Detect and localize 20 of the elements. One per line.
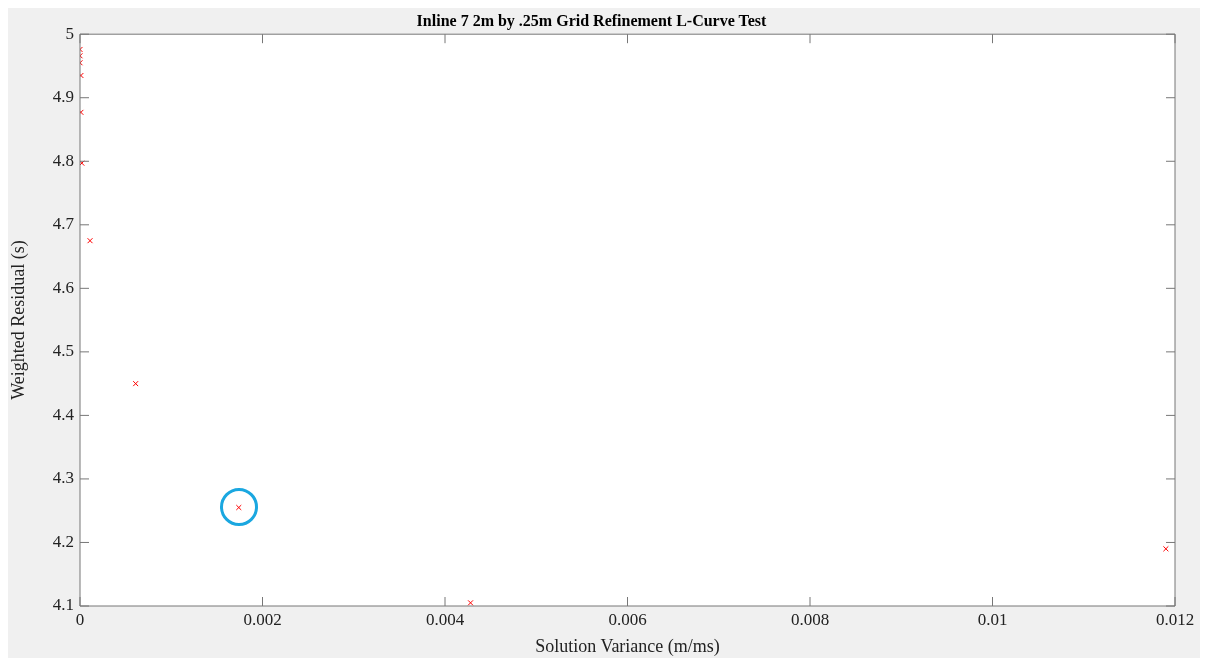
x-tick-label: 0.004 [425,609,465,629]
y-tick-label: 4.6 [52,277,74,297]
chart-title: Inline 7 2m by .25m Grid Refinement L-Curve Test [416,11,768,30]
x-tick-label: 0.002 [243,609,282,629]
x-tick-label: 0 [75,609,85,629]
x-axis-title: Solution Variance (m/ms) [535,635,720,657]
y-tick-label: 4.3 [52,468,74,488]
y-tick-label: 4.8 [52,150,74,170]
x-tick-label: 0.006 [608,609,647,629]
x-tick-label: 0.012 [1155,609,1195,629]
x-tick-label: 0.01 [977,609,1008,629]
y-tick-label: 4.9 [52,87,74,107]
y-tick-label: 4.5 [52,341,74,361]
x-tick-label: 0.008 [790,609,830,629]
y-tick-label: 4.2 [52,531,74,551]
y-tick-label: 4.4 [52,404,75,424]
y-tick-label: 4.7 [52,214,75,234]
y-tick-label: 4.1 [52,595,74,615]
y-tick-label: 5 [65,23,74,43]
y-axis-title: Weighted Residual (s) [7,240,29,400]
